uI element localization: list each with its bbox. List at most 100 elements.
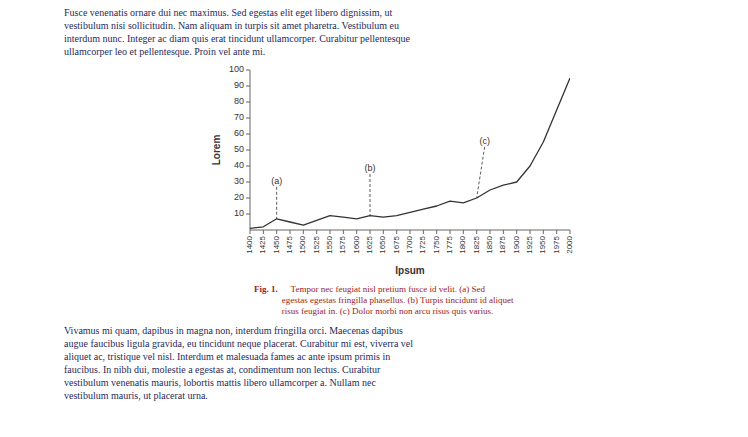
x-tick	[503, 230, 504, 234]
x-tick	[290, 230, 291, 234]
y-tick-label: 70	[234, 112, 244, 122]
x-tick-label: 1975	[552, 235, 561, 253]
x-tick	[356, 230, 357, 234]
x-axis-label: Ipsum	[395, 265, 425, 276]
text-line: faucibus. In nibh dui, molestie a egesta…	[64, 363, 413, 376]
x-tick-label: 1600	[352, 235, 361, 253]
y-tick	[246, 102, 250, 103]
y-tick-label: 80	[234, 96, 244, 106]
x-tick-label: 1575	[338, 235, 347, 253]
text-line: ullamcorper leo et pellentesque. Proin v…	[64, 45, 410, 58]
y-tick	[246, 70, 250, 71]
y-tick	[246, 198, 250, 199]
x-tick	[330, 230, 331, 234]
x-tick-label: 1700	[405, 235, 414, 253]
y-tick-label: 10	[234, 208, 244, 218]
text-line: Vivamus mi quam, dapibus in magna non, i…	[64, 324, 413, 337]
x-tick-label: 1525	[312, 235, 321, 253]
y-tick	[246, 182, 250, 183]
x-tick-label: 1425	[258, 235, 267, 253]
annotation-line	[276, 187, 277, 219]
caption-line: egestas egestas fringilla phasellus. (b)…	[282, 295, 514, 306]
annotation-label: (b)	[365, 163, 376, 173]
x-tick-label: 1900	[512, 235, 521, 253]
x-tick-label: 1500	[298, 235, 307, 253]
annotation-label: (c)	[479, 136, 490, 146]
chart: 10 20 30 40 50 60 70 80 90 100 1400 1425 1450 1475 150…	[0, 60, 748, 282]
x-tick	[250, 230, 251, 234]
x-tick-label: 1925	[525, 235, 534, 253]
caption-line: risus feugiat in. (c) Dolor morbi non ar…	[282, 306, 514, 317]
text-line: Fusce venenatis ornare dui nec maximus. …	[64, 6, 410, 19]
x-tick	[423, 230, 424, 234]
page: {"chart_data": {"type": "line", "x": [14…	[0, 0, 748, 437]
x-tick	[490, 230, 491, 234]
x-tick	[436, 230, 437, 234]
text-above: Fusce venenatis ornare dui nec maximus. …	[64, 6, 410, 58]
x-tick	[303, 230, 304, 234]
y-tick-label: 30	[234, 176, 244, 186]
y-tick	[246, 86, 250, 87]
annotation-line	[370, 174, 371, 216]
caption-body: Tempor nec feugiat nisl pretium fusce id…	[282, 284, 514, 317]
y-tick-label: 90	[234, 80, 244, 90]
y-tick-label: 20	[234, 192, 244, 202]
text-line: aliquet ac, tristique vel nisl. Interdum…	[64, 350, 413, 363]
text-below: Vivamus mi quam, dapibus in magna non, i…	[64, 324, 413, 402]
x-tick	[383, 230, 384, 234]
x-tick-label: 1675	[392, 235, 401, 253]
caption: Fig. 1. Tempor nec feugiat nisl pretium …	[254, 284, 513, 317]
y-tick-label: 100	[229, 64, 244, 74]
x-tick-label: 1775	[445, 235, 454, 253]
text-line: vestibulum mauris, ut placerat urna.	[64, 389, 413, 402]
x-tick-label: 1625	[365, 235, 374, 253]
x-tick	[543, 230, 544, 234]
y-tick	[246, 134, 250, 135]
x-tick-label: 1650	[378, 235, 387, 253]
x-tick	[410, 230, 411, 234]
text-line: vestibulum venenatis mauris, lobortis ma…	[64, 376, 413, 389]
x-tick	[463, 230, 464, 234]
x-tick-label: 1450	[272, 235, 281, 253]
y-tick	[246, 118, 250, 119]
x-tick-label: 1800	[458, 235, 467, 253]
x-tick	[396, 230, 397, 234]
x-tick-label: 1725	[418, 235, 427, 253]
y-tick-label: 50	[234, 144, 244, 154]
x-tick-label: 1950	[538, 235, 547, 253]
x-tick	[370, 230, 371, 234]
x-tick-label: 1825	[472, 235, 481, 253]
text-line: interdum nunc. Integer ac diam quis erat…	[64, 32, 410, 45]
caption-line: Tempor nec feugiat nisl pretium fusce id…	[282, 284, 514, 295]
x-tick-label: 2000	[565, 235, 574, 253]
x-tick-label: 1475	[285, 235, 294, 253]
x-tick-label: 1875	[498, 235, 507, 253]
x-tick-label: 1850	[485, 235, 494, 253]
annotation-label: (a)	[271, 176, 282, 186]
x-tick	[556, 230, 557, 234]
x-tick	[450, 230, 451, 234]
y-tick	[246, 166, 250, 167]
annotation-line	[477, 147, 485, 198]
x-tick	[570, 230, 571, 234]
y-axis-label: Lorem	[211, 135, 222, 166]
x-tick-label: 1750	[432, 235, 441, 253]
x-tick-label: 1550	[325, 235, 334, 253]
x-tick	[343, 230, 344, 234]
x-tick	[263, 230, 264, 234]
y-tick	[246, 214, 250, 215]
x-tick	[476, 230, 477, 234]
y-tick	[246, 150, 250, 151]
caption-label: Fig. 1.	[254, 284, 278, 317]
x-tick	[276, 230, 277, 234]
x-tick	[530, 230, 531, 234]
plot-area	[250, 78, 570, 228]
text-line: augue faucibus ligula gravida, eu tincid…	[64, 337, 413, 350]
x-tick	[516, 230, 517, 234]
data-line	[250, 78, 570, 228]
x-tick	[316, 230, 317, 234]
y-tick-label: 40	[234, 160, 244, 170]
y-tick-label: 60	[234, 128, 244, 138]
x-tick-label: 1400	[245, 235, 254, 253]
text-line: vestibulum nisi sollicitudin. Nam aliqua…	[64, 19, 410, 32]
